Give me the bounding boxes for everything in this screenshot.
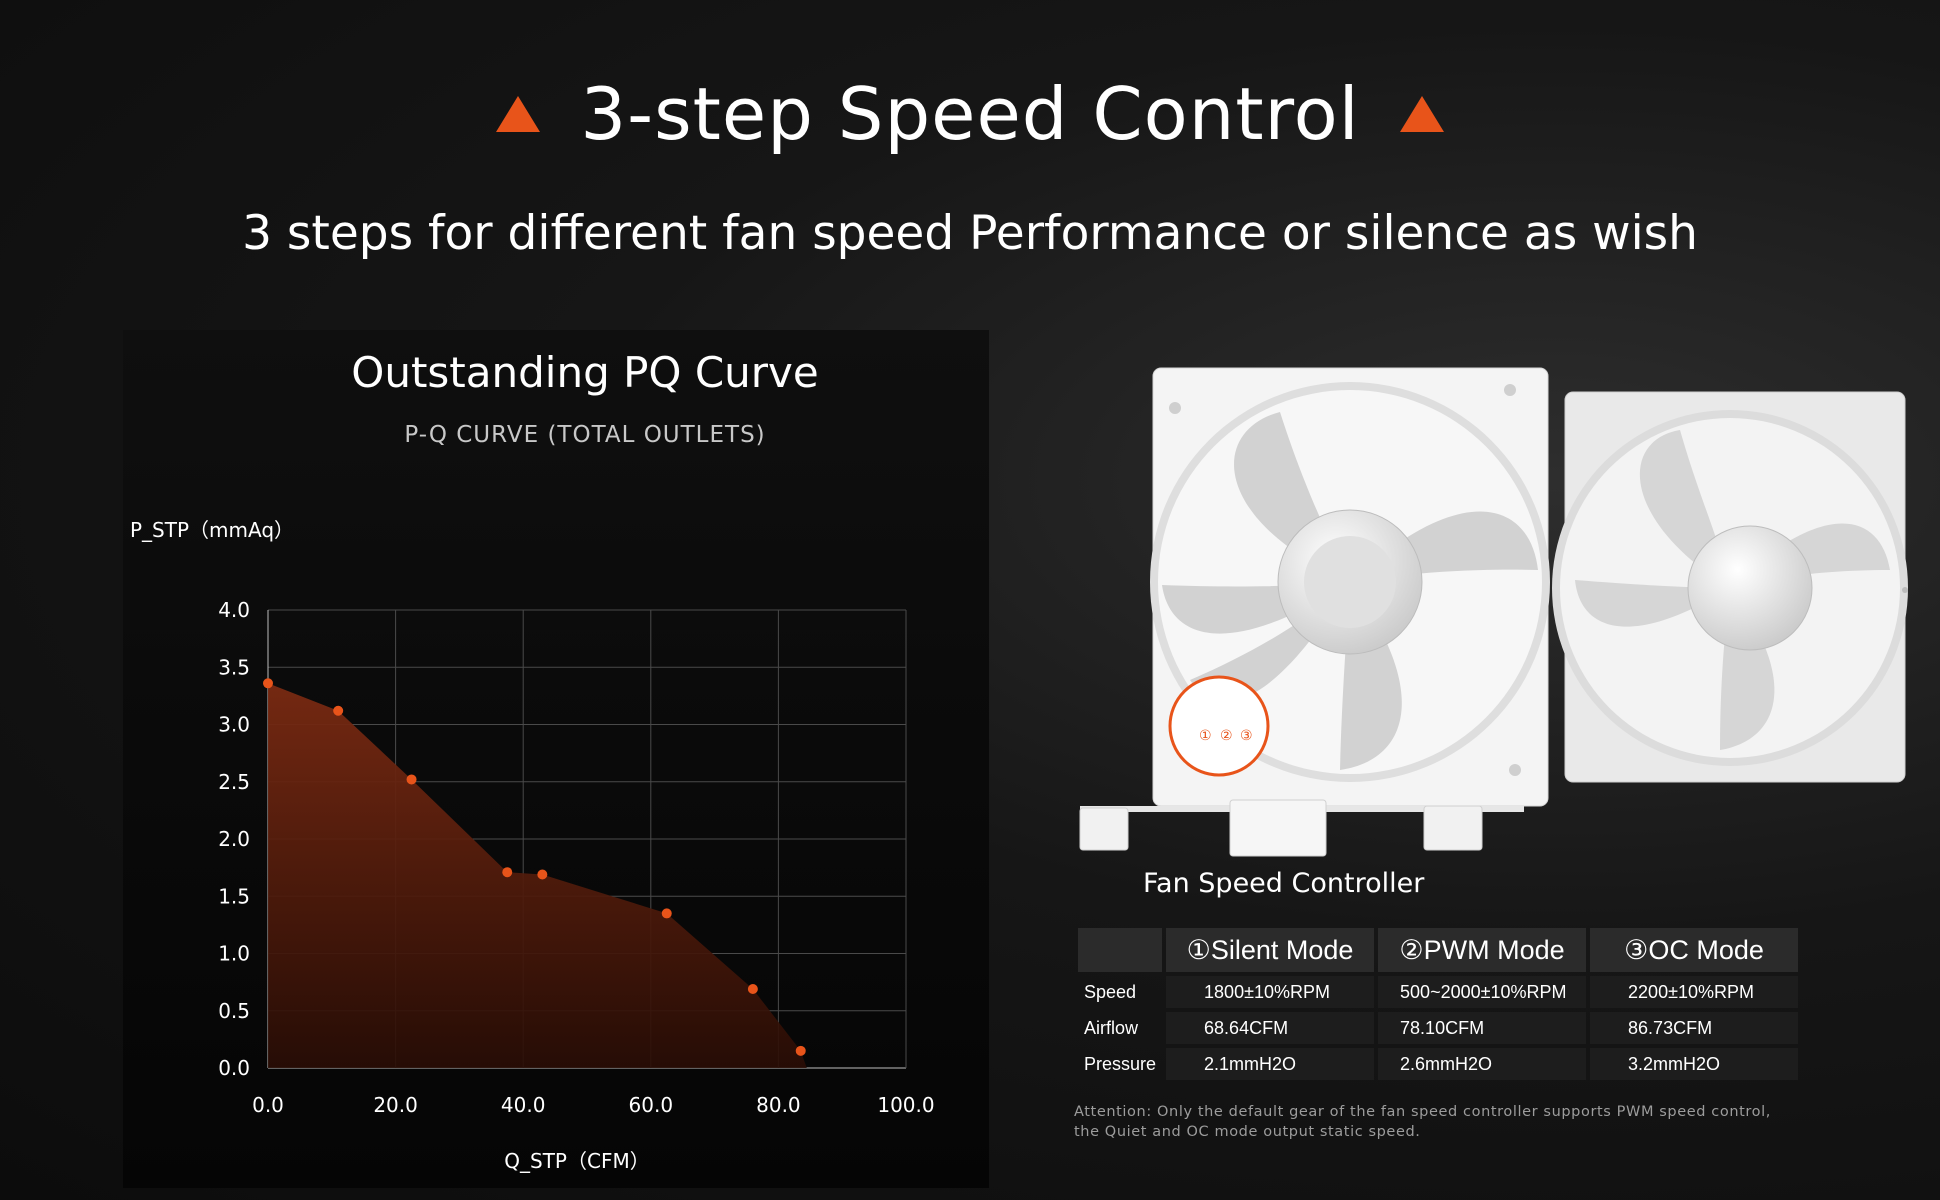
x-tick-label: 20.0 — [373, 1093, 418, 1117]
table-row: Speed 1800±10%RPM 500~2000±10%RPM 2200±1… — [1078, 976, 1799, 1008]
y-tick-label: 3.5 — [218, 655, 250, 679]
pq-curve-chart: 0.0 0.5 1.0 1.5 2.0 2.5 3.0 3.5 4.0 0.0 20.0 40.0 60… — [130, 518, 935, 1173]
col-oc-mode: ③OC Mode — [1590, 928, 1799, 972]
y-tick-label: 2.0 — [218, 827, 250, 851]
table-cell: 2200±10%RPM — [1590, 976, 1799, 1008]
row-label-speed: Speed — [1084, 981, 1137, 1002]
fan-product-image: ① ② ③ — [1079, 367, 1908, 857]
row-label-airflow: Airflow — [1084, 1017, 1139, 1038]
table-cell: 68.64CFM — [1166, 1012, 1375, 1044]
x-tick-label: 60.0 — [629, 1093, 674, 1117]
table-cell: 1800±10%RPM — [1166, 976, 1375, 1008]
mode-spec-table: ①Silent Mode ②PWM Mode ③OC Mode Speed 18… — [1074, 924, 1802, 1084]
data-point — [537, 869, 548, 880]
speed-selector-badge: ① ② ③ — [1168, 675, 1270, 777]
triangle-up-icon — [1399, 96, 1444, 132]
hero-title: 3-step Speed Control — [0, 72, 1940, 156]
page-subtitle: 3 steps for different fan speed Performa… — [242, 206, 1698, 261]
page-title: 3-step Speed Control — [580, 72, 1360, 156]
x-axis-label: Q_STP（CFM） — [504, 1149, 649, 1173]
mode-3-mark: ③ — [1240, 728, 1253, 744]
data-point — [502, 867, 513, 878]
data-point — [333, 705, 344, 716]
y-tick-label: 3.0 — [218, 713, 250, 737]
row-label-pressure: Pressure — [1084, 1053, 1157, 1074]
rear-fan — [1552, 391, 1908, 783]
mode-2-mark: ② — [1220, 728, 1233, 744]
mode-1-mark: ① — [1199, 728, 1212, 744]
controller-label: Fan Speed Controller — [1143, 868, 1425, 899]
chart-heading: Outstanding PQ Curve — [351, 348, 819, 397]
table-row: Airflow 68.64CFM 78.10CFM 86.73CFM — [1078, 1012, 1799, 1044]
table-row: Pressure 2.1mmH2O 2.6mmH2O 3.2mmH2O — [1078, 1048, 1799, 1080]
y-tick-label: 0.0 — [218, 1056, 250, 1080]
data-point — [661, 908, 672, 919]
front-fan — [1150, 367, 1550, 807]
attention-note: Attention: Only the default gear of the … — [1074, 1104, 1771, 1140]
data-point — [795, 1045, 806, 1056]
data-point — [406, 774, 417, 785]
y-tick-label: 0.5 — [218, 999, 250, 1023]
y-tick-label: 2.5 — [218, 770, 250, 794]
table-header-row: ①Silent Mode ②PWM Mode ③OC Mode — [1078, 928, 1799, 972]
controller-cable — [1079, 799, 1524, 857]
x-tick-label: 80.0 — [756, 1093, 801, 1117]
table-cell: 500~2000±10%RPM — [1378, 976, 1587, 1008]
chart-subheading: P-Q CURVE (TOTAL OUTLETS) — [404, 422, 766, 448]
table-cell: 3.2mmH2O — [1590, 1048, 1799, 1080]
data-point — [263, 678, 273, 689]
col-silent-mode: ①Silent Mode — [1166, 928, 1375, 972]
x-tick-label: 40.0 — [501, 1093, 546, 1117]
col-pwm-mode: ②PWM Mode — [1378, 928, 1587, 972]
triangle-up-icon — [496, 96, 541, 132]
y-axis-label: P_STP（mmAq） — [130, 518, 294, 542]
x-tick-label: 100.0 — [877, 1093, 934, 1117]
y-tick-label: 4.0 — [218, 598, 250, 622]
table-cell: 78.10CFM — [1378, 1012, 1587, 1044]
table-corner — [1078, 928, 1163, 972]
x-tick-label: 0.0 — [252, 1093, 284, 1117]
data-point — [747, 983, 758, 994]
y-tick-label: 1.5 — [218, 884, 250, 908]
y-tick-label: 1.0 — [218, 942, 250, 966]
pq-area — [268, 683, 807, 1068]
table-cell: 2.1mmH2O — [1166, 1048, 1375, 1080]
table-cell: 2.6mmH2O — [1378, 1048, 1587, 1080]
table-cell: 86.73CFM — [1590, 1012, 1799, 1044]
